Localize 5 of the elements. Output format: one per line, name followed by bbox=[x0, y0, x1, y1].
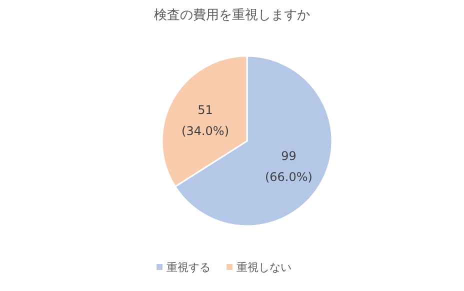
chart-title: 検査の費用を重視しますか bbox=[154, 8, 310, 23]
legend-label: 重視する bbox=[166, 261, 210, 274]
legend-label: 重視しない bbox=[236, 261, 292, 274]
data-label: 51 (34.0%) bbox=[182, 103, 230, 138]
data-label: 99 (66.0%) bbox=[264, 148, 312, 184]
